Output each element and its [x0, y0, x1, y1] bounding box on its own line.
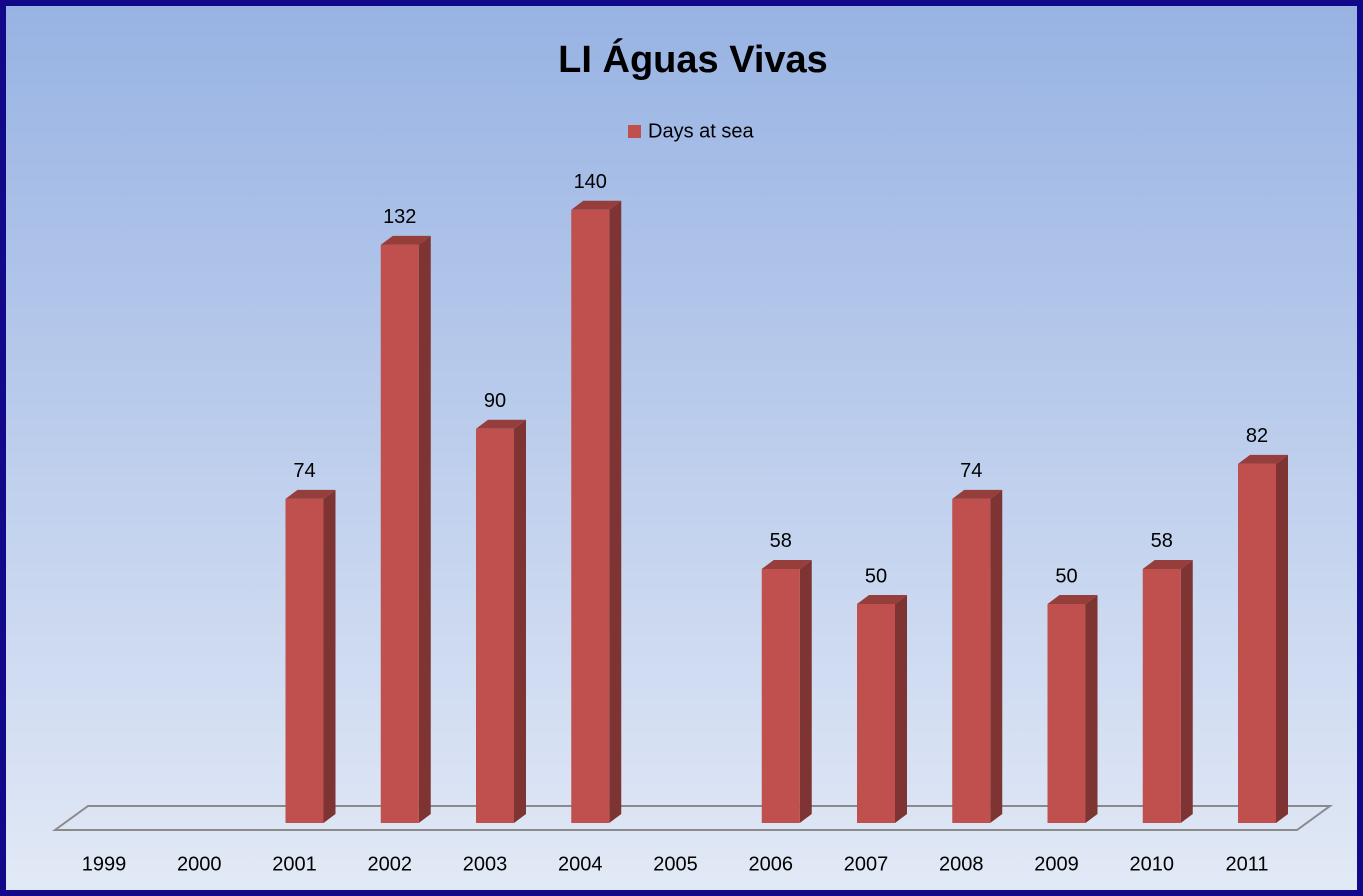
plot-background	[6, 6, 1357, 890]
legend-label: Days at sea	[648, 120, 754, 142]
value-label: 90	[484, 390, 506, 412]
bar	[476, 428, 514, 823]
bar-side	[895, 595, 907, 823]
chart-title: LI Águas Vivas	[558, 37, 828, 81]
bar-side	[990, 489, 1003, 823]
value-label: 74	[293, 460, 315, 482]
x-tick-label: 1999	[82, 853, 127, 875]
bar-side	[1085, 595, 1098, 823]
value-label: 50	[865, 565, 887, 587]
x-tick-label: 2011	[1225, 853, 1268, 875]
x-tick-label: 2006	[749, 853, 794, 875]
bar-top	[952, 489, 1003, 499]
bar-top	[1047, 595, 1098, 604]
bar-top	[285, 489, 336, 499]
value-label: 82	[1246, 425, 1268, 447]
bar-side	[1180, 559, 1193, 823]
bar	[1047, 604, 1086, 823]
bar-top	[761, 559, 812, 569]
value-label: 132	[383, 206, 416, 228]
x-tick-label: 2001	[272, 853, 317, 875]
value-label: 140	[574, 171, 607, 193]
x-tick-label: 2007	[844, 853, 889, 875]
value-label: 58	[770, 530, 792, 552]
bar	[857, 604, 895, 823]
bar-side	[799, 559, 812, 823]
x-tick-label: 2003	[463, 853, 508, 875]
bar	[380, 244, 419, 824]
bar-top	[571, 200, 622, 210]
bar-top	[857, 595, 907, 604]
x-tick-label: 2008	[939, 853, 984, 875]
bar-top	[476, 419, 526, 429]
x-tick-label: 2005	[653, 853, 698, 875]
bar	[1238, 463, 1276, 823]
bar-top	[380, 235, 431, 245]
value-label: 74	[960, 460, 982, 482]
bar	[1142, 568, 1181, 823]
bar-side	[609, 200, 622, 824]
bar-side	[418, 235, 431, 824]
x-tick-label: 2010	[1130, 853, 1175, 875]
legend-swatch	[628, 125, 641, 138]
value-label: 58	[1151, 530, 1173, 552]
x-tick-label: 2004	[558, 853, 603, 875]
bar	[571, 209, 610, 824]
x-tick-label: 2000	[177, 853, 222, 875]
bar	[952, 498, 991, 823]
bar-top	[1238, 454, 1288, 464]
bar-side	[514, 419, 526, 823]
x-tick-label: 2002	[368, 853, 413, 875]
bar	[761, 568, 800, 823]
bar-top	[1142, 559, 1193, 569]
x-tick-label: 2009	[1034, 853, 1079, 875]
value-label: 50	[1055, 565, 1077, 587]
floor	[51, 805, 1334, 831]
bar	[285, 498, 324, 823]
bar-side	[1276, 454, 1288, 823]
bar-side	[323, 489, 336, 823]
